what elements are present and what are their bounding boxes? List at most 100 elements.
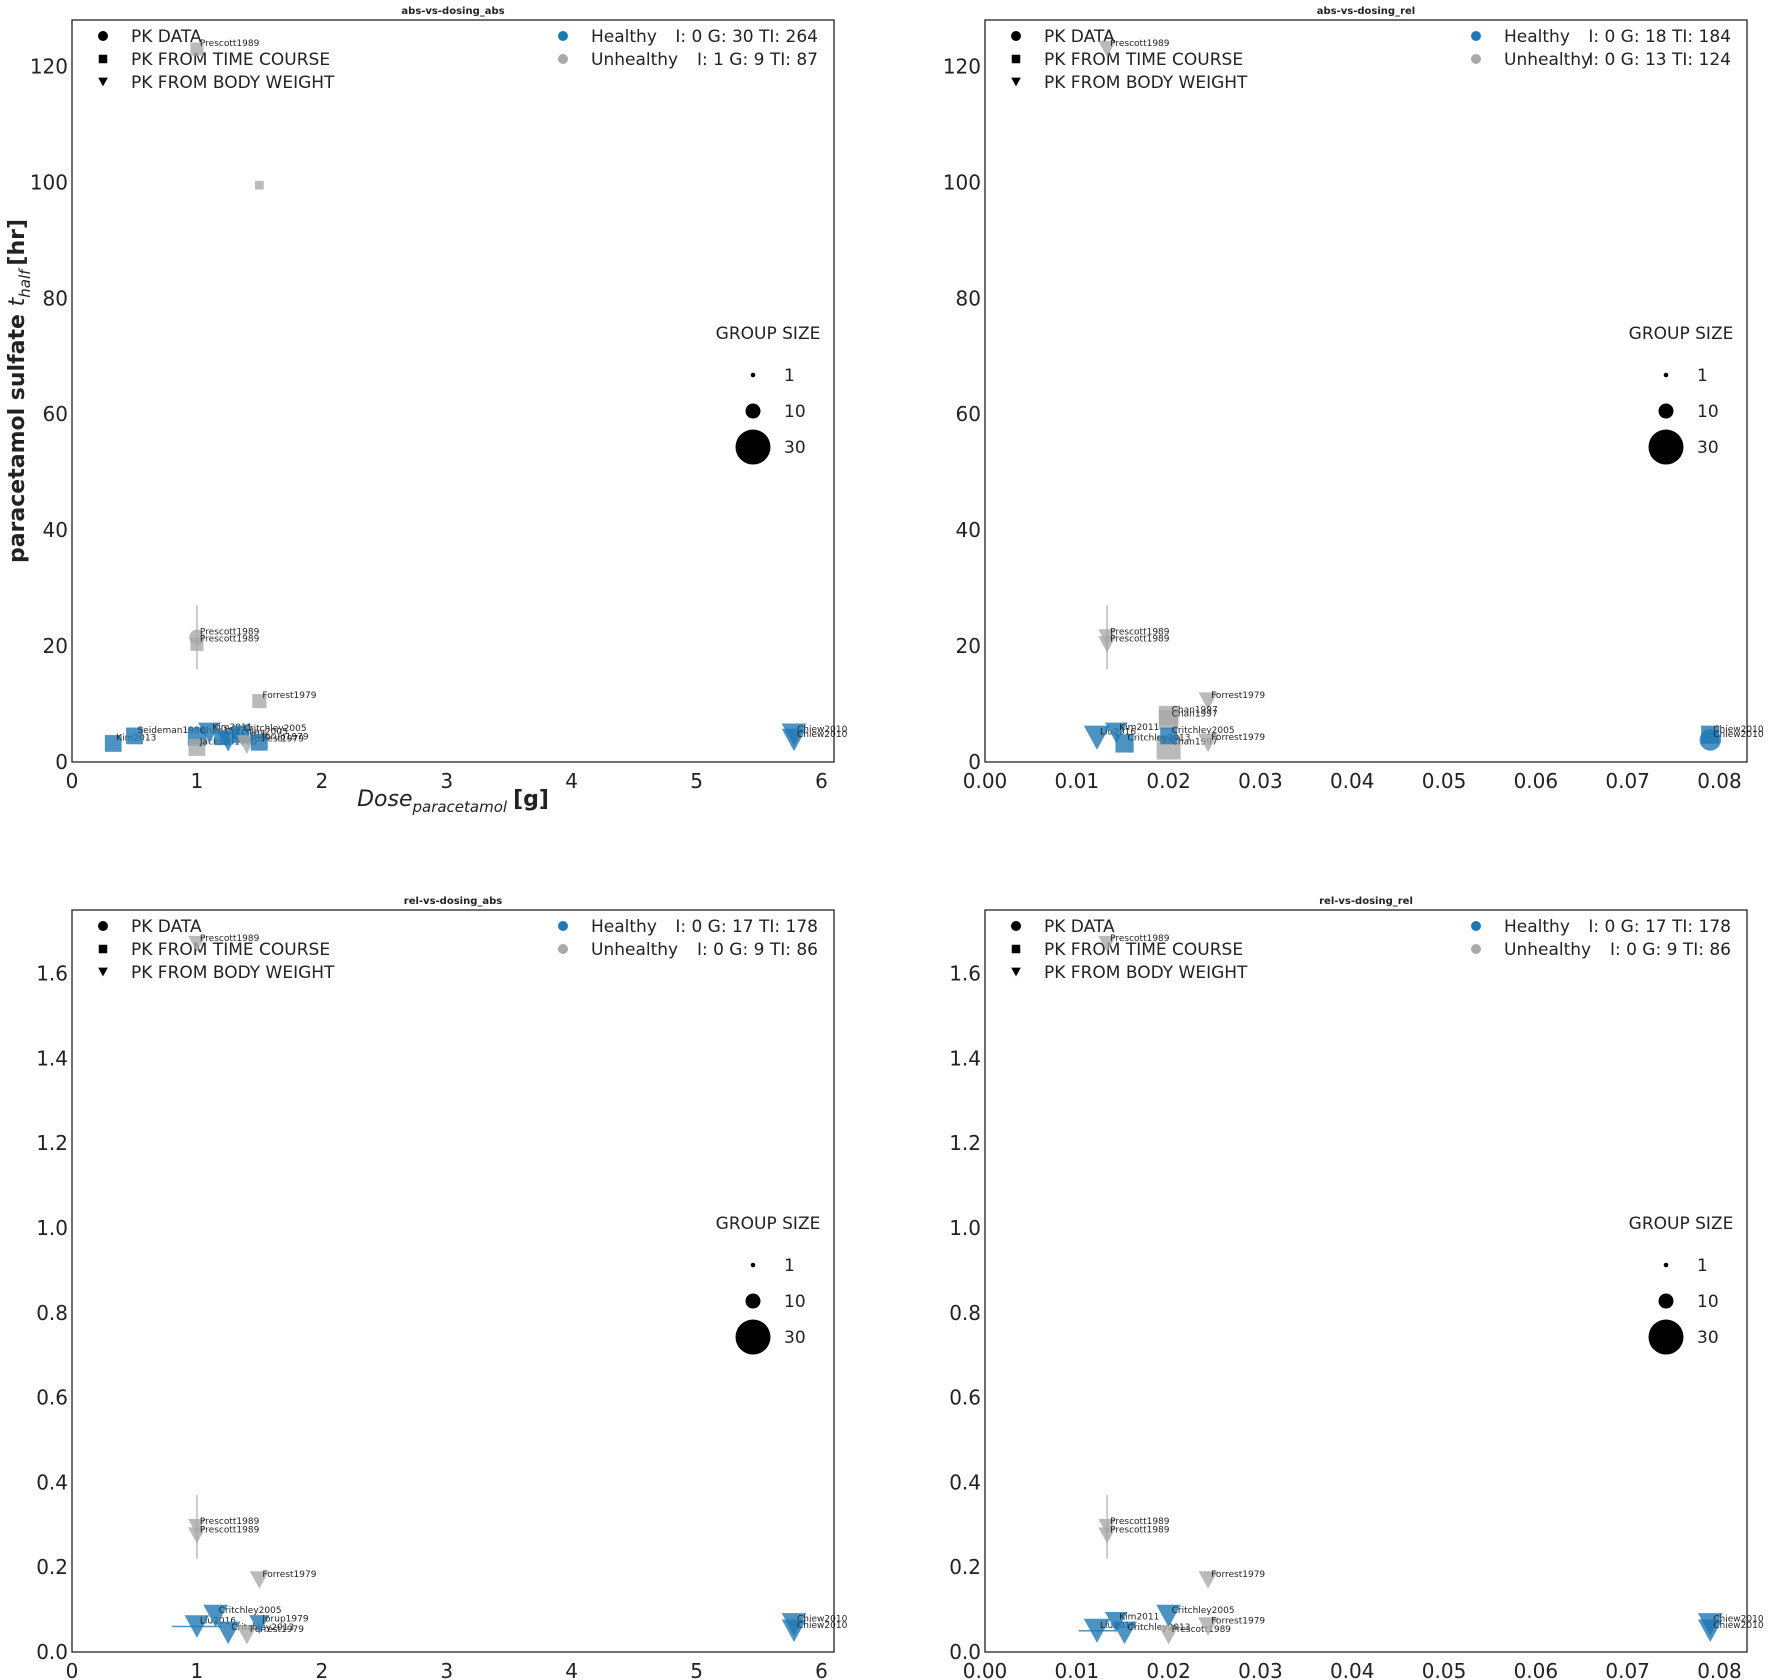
legend-marker-triangle bbox=[98, 967, 108, 977]
data-marker-triangle bbox=[781, 1619, 807, 1643]
chart-panel-3: rel-vs-dosing_abs 0 1 2 3 4 5 6 0.0 0.2 0.4 0.6 0.8 1… bbox=[36, 896, 847, 1680]
x-tick-label: 0.01 bbox=[1055, 769, 1100, 793]
y-axis-label-main: paracetamol sulfate bbox=[5, 306, 30, 563]
data-marker-triangle bbox=[1083, 725, 1111, 750]
legend-marker-circle bbox=[98, 31, 108, 41]
data-marker-triangle bbox=[215, 1621, 241, 1645]
legend-group-stats: I: 0 G: 13 TI: 124 bbox=[1588, 50, 1731, 70]
y-tick-label: 1.4 bbox=[949, 1046, 981, 1070]
y-tick-label: 60 bbox=[43, 402, 68, 426]
legend-group-stats: I: 1 G: 9 TI: 87 bbox=[697, 50, 818, 70]
legend-marker-triangle bbox=[98, 77, 108, 87]
data-point: Chiew2010 bbox=[1697, 1619, 1764, 1643]
point-label: Critchley2005 bbox=[225, 728, 288, 738]
legend-group-dot bbox=[1471, 944, 1481, 954]
legend-group-name: Healthy bbox=[591, 27, 657, 47]
x-tick-label: 5 bbox=[690, 1659, 703, 1680]
y-tick-label: 0.2 bbox=[36, 1555, 68, 1579]
point-label: Prescott1989 bbox=[1110, 634, 1170, 644]
y-axis-label-sub: half bbox=[16, 267, 34, 298]
data-marker-triangle bbox=[1198, 1571, 1218, 1589]
data-marker-square bbox=[188, 739, 206, 756]
data-marker-triangle bbox=[781, 728, 807, 752]
data-marker-triangle bbox=[1198, 692, 1218, 710]
y-tick-label: 0.6 bbox=[949, 1386, 981, 1410]
point-label: Kim2011 bbox=[1119, 1612, 1159, 1622]
size-legend-label: 30 bbox=[1697, 438, 1719, 458]
point-label: Critchley2013 bbox=[231, 1623, 294, 1633]
chart-title: abs-vs-dosing_rel bbox=[1317, 6, 1415, 17]
size-legend-label: 30 bbox=[784, 1328, 806, 1348]
data-point: Kim2011 bbox=[1104, 722, 1159, 744]
size-legend-circle bbox=[745, 403, 761, 419]
x-tick-label: 2 bbox=[315, 769, 328, 793]
x-tick-label: 0.02 bbox=[1146, 769, 1191, 793]
data-marker-square bbox=[1115, 734, 1134, 753]
legend-group-name: Unhealthy bbox=[591, 940, 678, 960]
data-point: Prescott1989 bbox=[1098, 934, 1170, 953]
point-label: Chiew2010 bbox=[1713, 1614, 1764, 1624]
data-point: Forrest1979 bbox=[249, 1570, 317, 1589]
y-tick-label: 0.6 bbox=[36, 1386, 68, 1410]
point-label: Prescott1989 bbox=[1110, 934, 1170, 944]
x-tick-label: 6 bbox=[815, 769, 828, 793]
x-tick-label: 0.03 bbox=[1238, 769, 1283, 793]
point-label: Jorup1979 bbox=[261, 732, 308, 742]
data-marker-triangle bbox=[1697, 1619, 1723, 1643]
x-tick-label: 0.00 bbox=[963, 769, 1008, 793]
data-point: Forrest1979 bbox=[1198, 1570, 1265, 1589]
x-tick-label: 5 bbox=[690, 769, 703, 793]
plot-frame bbox=[71, 19, 835, 763]
y-tick-label: 1.4 bbox=[36, 1046, 68, 1070]
data-marker-circle bbox=[1699, 729, 1721, 751]
data-point: Chiew2010 bbox=[1699, 729, 1764, 751]
legend-group-dot bbox=[558, 54, 568, 64]
data-marker-triangle bbox=[1197, 1617, 1219, 1636]
y-axis-label: paracetamol sulfate thalf[hr] bbox=[5, 219, 34, 563]
data-point: Chiew2010 bbox=[781, 1619, 848, 1643]
y-tick-label: 1.2 bbox=[949, 1131, 981, 1155]
size-legend-label: 10 bbox=[784, 1292, 806, 1312]
data-marker-triangle bbox=[188, 1527, 206, 1544]
data-marker-triangle bbox=[1158, 1625, 1179, 1645]
x-tick-label: 0.07 bbox=[1605, 769, 1650, 793]
point-label: Forrest1979 bbox=[1211, 1570, 1265, 1580]
data-marker-triangle bbox=[1098, 1518, 1116, 1536]
data-point: Prescott1989 bbox=[188, 1525, 260, 1544]
legend-group-stats: I: 0 G: 17 TI: 178 bbox=[1588, 917, 1731, 937]
x-tick-label: 0.04 bbox=[1330, 769, 1375, 793]
y-tick-label: 0.8 bbox=[36, 1301, 68, 1325]
size-legend-label: 1 bbox=[1697, 366, 1708, 386]
size-legend-circle bbox=[745, 1293, 761, 1309]
chart-panel-2: abs-vs-dosing_rel 0.00 0.01 0.02 0.03 0.04 0.0… bbox=[943, 6, 1764, 793]
y-tick-label: 100 bbox=[30, 170, 68, 194]
legend-marker-circle bbox=[98, 921, 108, 931]
x-tick-label: 0.06 bbox=[1514, 1659, 1559, 1680]
legend-group-dot bbox=[1471, 54, 1481, 64]
y-tick-label: 20 bbox=[43, 634, 68, 658]
size-legend-circle bbox=[735, 1319, 771, 1355]
data-marker-square bbox=[255, 180, 264, 190]
y-tick-label: 100 bbox=[943, 170, 981, 194]
y-tick-label: 80 bbox=[43, 286, 68, 310]
legend-marker-circle bbox=[1011, 921, 1021, 931]
y-tick-label: 0.8 bbox=[949, 1301, 981, 1325]
size-legend-label: 1 bbox=[784, 366, 795, 386]
legend-marker-label: PK DATA bbox=[1044, 917, 1115, 937]
point-label: Forrest1979 bbox=[1211, 1617, 1265, 1627]
data-point: Critchley2005 bbox=[203, 1604, 282, 1628]
legend-group-stats: I: 0 G: 17 TI: 178 bbox=[675, 917, 818, 937]
x-tick-label: 1 bbox=[191, 769, 204, 793]
data-marker-square bbox=[190, 42, 204, 56]
legend-marker-label: PK DATA bbox=[131, 917, 202, 937]
x-axis-label-sub: paracetamol bbox=[411, 798, 507, 816]
data-marker-square bbox=[126, 727, 143, 745]
y-tick-label: 0.0 bbox=[949, 1640, 981, 1664]
point-label: Chiew2010 bbox=[797, 730, 848, 740]
point-label: Seideman1980 bbox=[137, 726, 205, 736]
data-marker-square bbox=[1158, 709, 1179, 730]
legend-marker-label: PK FROM TIME COURSE bbox=[1044, 940, 1243, 960]
legend-marker-circle bbox=[1011, 31, 1021, 41]
point-label: Critchley2013 bbox=[1128, 1623, 1191, 1633]
